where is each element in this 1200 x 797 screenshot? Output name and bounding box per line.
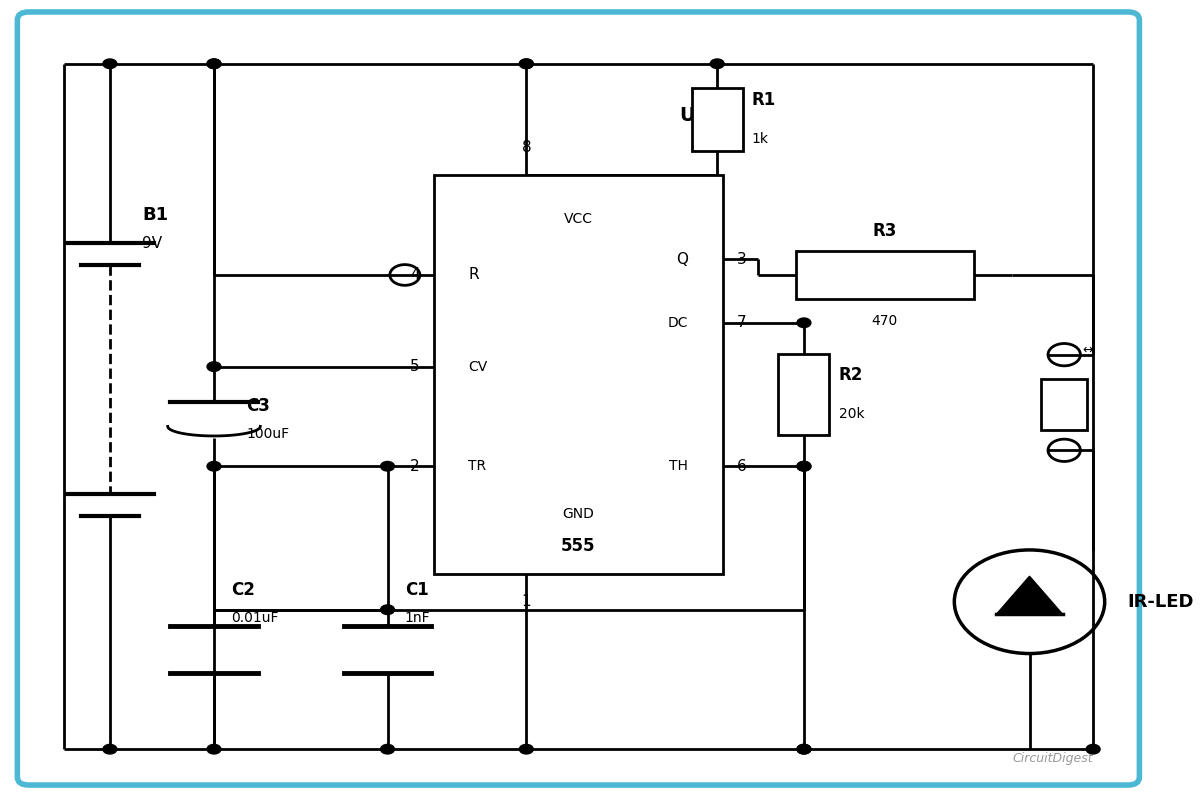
Text: IR-LED: IR-LED: [1128, 593, 1194, 611]
Circle shape: [797, 461, 811, 471]
Circle shape: [103, 59, 116, 69]
Circle shape: [710, 59, 724, 69]
Text: C1: C1: [404, 581, 428, 599]
Text: 5: 5: [410, 359, 420, 374]
Circle shape: [1086, 744, 1100, 754]
Text: GND: GND: [563, 507, 594, 521]
Text: R: R: [468, 268, 479, 282]
Circle shape: [520, 59, 533, 69]
Text: Q: Q: [677, 252, 689, 266]
Text: 1k: 1k: [752, 132, 769, 147]
Bar: [796, 251, 974, 299]
Text: R2: R2: [839, 366, 863, 383]
Text: 6: 6: [737, 459, 746, 473]
Bar: [1042, 379, 1087, 430]
Text: CircuitDigest: CircuitDigest: [1013, 752, 1093, 765]
Circle shape: [103, 744, 116, 754]
Circle shape: [208, 59, 221, 69]
Text: 8: 8: [522, 140, 532, 155]
Circle shape: [380, 461, 395, 471]
Text: 2: 2: [410, 459, 420, 473]
Text: 1: 1: [522, 594, 532, 609]
Bar: [691, 88, 743, 151]
Circle shape: [797, 318, 811, 328]
Circle shape: [208, 59, 221, 69]
Circle shape: [797, 744, 811, 754]
Text: C3: C3: [246, 398, 270, 415]
Text: 3: 3: [737, 252, 746, 266]
FancyBboxPatch shape: [17, 12, 1139, 785]
Text: 7: 7: [737, 316, 746, 330]
Text: DC: DC: [667, 316, 689, 330]
Circle shape: [520, 744, 533, 754]
Text: 470: 470: [871, 314, 898, 328]
Circle shape: [208, 744, 221, 754]
Circle shape: [380, 744, 395, 754]
Text: TR: TR: [468, 459, 487, 473]
Circle shape: [208, 461, 221, 471]
Text: B1: B1: [143, 206, 168, 224]
Text: 20k: 20k: [839, 407, 864, 422]
Text: 4: 4: [410, 268, 420, 282]
Circle shape: [797, 744, 811, 754]
Circle shape: [208, 362, 221, 371]
Text: TH: TH: [670, 459, 689, 473]
Circle shape: [520, 59, 533, 69]
Bar: [779, 355, 829, 434]
Text: 555: 555: [562, 537, 595, 555]
Circle shape: [380, 605, 395, 614]
Text: C2: C2: [232, 581, 256, 599]
Text: CV: CV: [468, 359, 487, 374]
Text: 0.01uF: 0.01uF: [232, 611, 278, 625]
Polygon shape: [996, 576, 1063, 614]
Text: U1: U1: [679, 106, 709, 125]
Text: R1: R1: [752, 91, 776, 108]
Text: VCC: VCC: [564, 212, 593, 226]
Text: 9V: 9V: [143, 236, 162, 250]
Text: R3: R3: [872, 222, 898, 240]
Text: 1nF: 1nF: [404, 611, 431, 625]
Text: 100uF: 100uF: [246, 427, 289, 442]
Circle shape: [797, 461, 811, 471]
Text: ↔: ↔: [1082, 344, 1092, 357]
Bar: [433, 175, 722, 574]
